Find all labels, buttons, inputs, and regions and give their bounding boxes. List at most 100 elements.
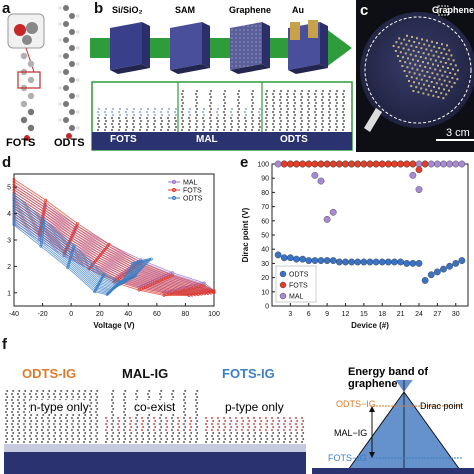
series-marker-odts bbox=[101, 274, 105, 277]
sam-molecule-atom bbox=[235, 417, 237, 419]
series-line-fots bbox=[13, 207, 202, 295]
sam-molecule-atom bbox=[11, 435, 13, 437]
substrate-au bbox=[288, 20, 328, 74]
sam-molecule-atom bbox=[184, 414, 187, 416]
sam-molecule-atom bbox=[259, 435, 261, 437]
sam-molecule-atom bbox=[24, 396, 27, 398]
series-marker-odts bbox=[71, 247, 75, 251]
sam-molecule-atom bbox=[196, 402, 199, 404]
sam-molecule-atom bbox=[223, 423, 225, 425]
sam-molecule-atom bbox=[223, 441, 225, 443]
series-marker-fots bbox=[92, 261, 96, 264]
sam-molecule-atom bbox=[265, 429, 267, 431]
sam-molecule-atom bbox=[83, 423, 85, 425]
sam-molecule-atom bbox=[66, 390, 69, 392]
series-marker-odts bbox=[102, 272, 106, 276]
sam-molecule-atom bbox=[96, 402, 99, 404]
point-mal bbox=[274, 160, 282, 168]
sam-molecule-atom bbox=[60, 438, 63, 440]
sam-molecule-atom bbox=[272, 420, 275, 422]
sam-molecule-atom bbox=[195, 405, 197, 407]
sam-molecule-atom bbox=[77, 417, 79, 419]
sam-molecule-atom bbox=[90, 396, 93, 398]
sam-molecule-atom bbox=[29, 393, 31, 395]
sam-molecule-atom bbox=[141, 429, 143, 431]
sam-molecule-atom bbox=[105, 435, 107, 437]
note-p-type: p-type only bbox=[225, 400, 284, 414]
sam-molecule-atom bbox=[30, 414, 33, 416]
sam-molecule-atom bbox=[90, 420, 93, 422]
sam-molecule-atom bbox=[17, 441, 19, 443]
band-label-odts: ODTS bbox=[280, 134, 308, 145]
point-odts bbox=[415, 260, 423, 267]
sam-molecule-atom bbox=[136, 414, 139, 416]
tweezer bbox=[364, 108, 382, 132]
x-tick-label-d: -40 bbox=[9, 311, 19, 318]
series-marker-fots bbox=[137, 288, 141, 292]
series-marker-odts bbox=[66, 264, 70, 268]
sam-molecule-atom bbox=[84, 390, 87, 392]
sam-molecule-atom bbox=[6, 432, 9, 434]
sam-molecule-atom bbox=[265, 423, 267, 425]
series-marker-odts bbox=[67, 261, 71, 265]
point-odts bbox=[348, 258, 356, 266]
sam-molecule-atom bbox=[123, 393, 125, 395]
sam-molecule-atom bbox=[18, 390, 21, 392]
sam-molecule-atom bbox=[217, 423, 219, 425]
sam-molecule-atom bbox=[218, 432, 221, 434]
sam-molecule-atom bbox=[229, 423, 231, 425]
sam-molecule-atom bbox=[166, 438, 169, 440]
sam-molecule-atom bbox=[23, 429, 25, 431]
sam-molecule-atom bbox=[41, 423, 43, 425]
sam-molecule-atom bbox=[302, 420, 305, 422]
sam-molecule-atom bbox=[183, 423, 185, 425]
sam-molecule-atom bbox=[66, 426, 69, 428]
sam-molecule-atom bbox=[35, 393, 37, 395]
sam-molecule-atom bbox=[184, 426, 187, 428]
series-marker-odts bbox=[149, 257, 153, 261]
sam-molecule-atom bbox=[123, 429, 125, 431]
sam-molecule-atom bbox=[59, 441, 61, 443]
series-line-fots bbox=[13, 189, 215, 293]
legend-marker-d bbox=[172, 180, 176, 184]
sam-molecule-atom bbox=[23, 393, 25, 395]
sam-molecule-atom bbox=[41, 441, 43, 443]
sam-molecule-atom bbox=[29, 423, 31, 425]
y-tick-label-e: 60 bbox=[261, 218, 269, 225]
sam-molecule-atom bbox=[29, 441, 31, 443]
sam-molecule-atom bbox=[83, 435, 85, 437]
sam-molecule-atom bbox=[229, 441, 231, 443]
sam-molecule-atom bbox=[5, 423, 7, 425]
sam-molecule-atom bbox=[217, 441, 219, 443]
sam-molecule-atom bbox=[5, 411, 7, 413]
x-tick-label-e: 24 bbox=[415, 311, 423, 318]
sam-molecule-atom bbox=[5, 405, 7, 407]
sam-molecule-atom bbox=[41, 417, 43, 419]
sam-molecule-atom bbox=[18, 408, 21, 410]
sam-molecule-atom bbox=[6, 414, 9, 416]
sam-molecule-atom bbox=[277, 429, 279, 431]
sam-molecule-atom bbox=[136, 390, 139, 392]
series-marker-odts bbox=[70, 251, 74, 254]
y-tick-label-e: 50 bbox=[261, 233, 269, 240]
series-marker-odts bbox=[95, 286, 99, 290]
sam-molecule-atom bbox=[289, 423, 291, 425]
sam-molecule-atom bbox=[130, 432, 133, 434]
sam-molecule-atom bbox=[184, 438, 187, 440]
sam-molecule-atom bbox=[60, 432, 63, 434]
sam-molecule-atom bbox=[177, 441, 179, 443]
sam-molecule-atom bbox=[17, 435, 19, 437]
sam-molecule-atom bbox=[48, 438, 51, 440]
sam-molecule-atom bbox=[136, 438, 139, 440]
sam-molecule-atom bbox=[123, 423, 125, 425]
y-tick-label-d: 2 bbox=[7, 264, 11, 271]
sam-molecule-atom bbox=[65, 435, 67, 437]
sam-molecule-atom bbox=[189, 417, 191, 419]
point-odts bbox=[409, 260, 417, 267]
point-mal bbox=[323, 215, 331, 223]
sam-molecule-atom bbox=[23, 405, 25, 407]
sam-molecule-atom bbox=[36, 390, 39, 392]
point-fots bbox=[354, 160, 362, 168]
sam-molecule-atom bbox=[172, 390, 175, 392]
sam-molecule-atom bbox=[83, 393, 85, 395]
